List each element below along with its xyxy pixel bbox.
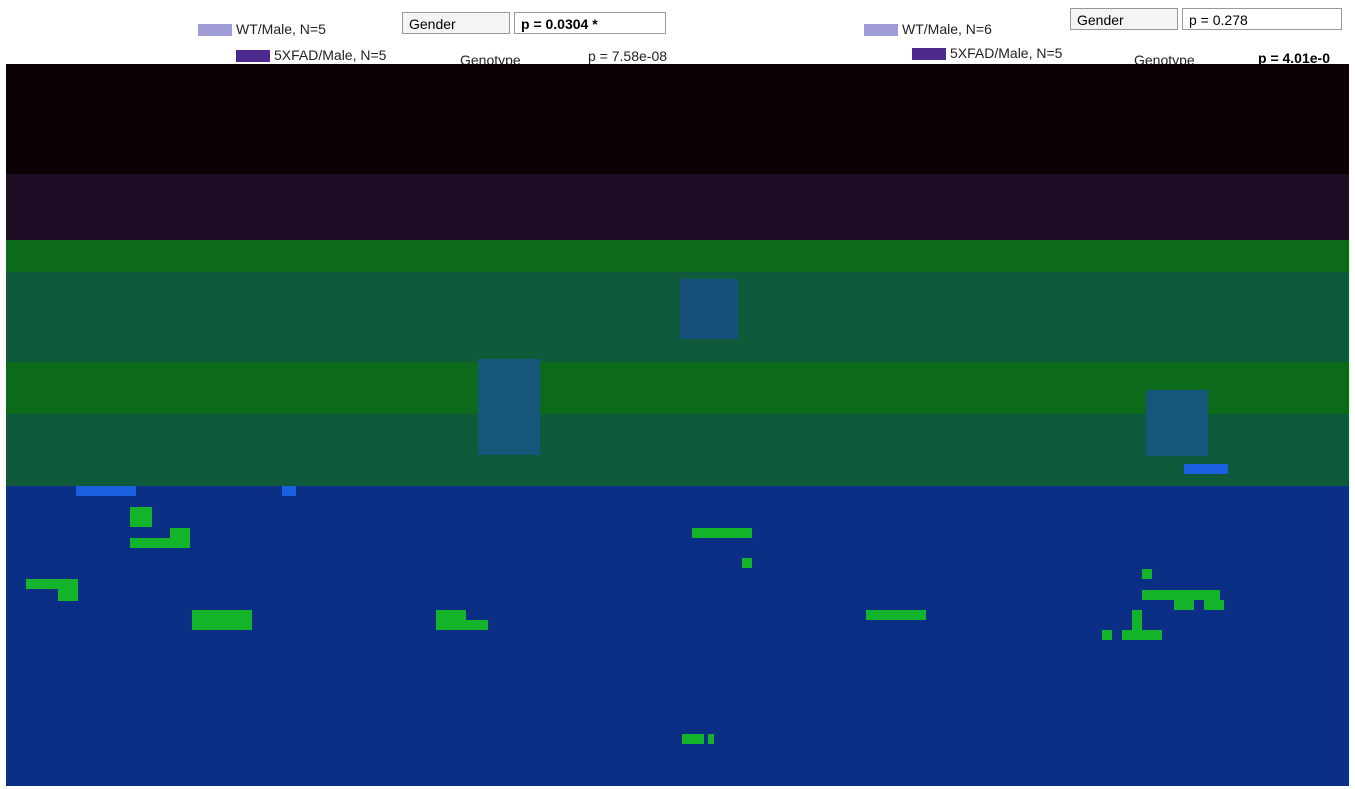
legend-label: 5XFAD/Male, N=5 bbox=[950, 45, 1063, 61]
heatmap-cell bbox=[130, 538, 190, 548]
p-value-gender: p = 0.278 bbox=[1182, 8, 1342, 30]
heatmap-cell bbox=[1184, 464, 1228, 474]
heatmap-cell bbox=[1174, 600, 1194, 610]
heatmap-band bbox=[6, 174, 1349, 240]
legend-swatch bbox=[236, 50, 270, 63]
p-value-genotype: p = 7.58e-08 bbox=[588, 48, 668, 64]
heatmap-cell bbox=[170, 528, 190, 548]
heatmap-cell bbox=[1146, 390, 1208, 456]
p-value-gender: p = 0.0304 * bbox=[514, 12, 666, 34]
heatmap-plot bbox=[6, 64, 1349, 786]
heatmap-cell bbox=[1122, 630, 1162, 640]
factor-label-gender: Gender bbox=[1070, 8, 1178, 30]
legend-label: 5XFAD/Male, N=5 bbox=[274, 47, 387, 63]
heatmap-cell bbox=[680, 279, 738, 339]
heatmap-cell bbox=[692, 528, 752, 538]
heatmap-cell bbox=[282, 486, 296, 496]
heatmap-cell bbox=[76, 486, 136, 496]
heatmap-cell bbox=[130, 507, 152, 527]
heatmap-band bbox=[6, 272, 1349, 362]
heatmap-cell bbox=[26, 579, 78, 589]
heatmap-cell bbox=[58, 589, 78, 601]
heatmap-cell bbox=[436, 620, 488, 630]
heatmap-band bbox=[6, 240, 1349, 272]
heatmap-cell bbox=[192, 610, 252, 630]
legend-item: 5XFAD/Male, N=5 bbox=[912, 44, 1062, 62]
legend-swatch bbox=[864, 24, 898, 37]
heatmap-cell bbox=[1204, 600, 1224, 610]
heatmap-cell bbox=[1142, 590, 1220, 600]
heatmap-cell bbox=[742, 558, 752, 568]
heatmap-cell bbox=[866, 610, 926, 620]
heatmap-band bbox=[6, 64, 1349, 174]
heatmap-band bbox=[6, 362, 1349, 414]
panel-right: WT/Male, N=6 5XFAD/Male, N=5 Gender p = … bbox=[680, 0, 1355, 789]
legend-swatch bbox=[912, 48, 946, 61]
heatmap-cell bbox=[1102, 630, 1112, 640]
heatmap-cell bbox=[478, 359, 540, 455]
legend-swatch bbox=[198, 24, 232, 37]
legend-item: WT/Male, N=6 bbox=[864, 20, 992, 38]
heatmap-cell bbox=[682, 734, 704, 744]
heatmap-cell bbox=[1132, 610, 1142, 630]
heatmap-band bbox=[6, 414, 1349, 486]
factor-label-gender: Gender bbox=[402, 12, 510, 34]
heatmap-cell bbox=[708, 734, 714, 744]
heatmap-cell bbox=[1142, 569, 1152, 579]
legend-label: WT/Male, N=6 bbox=[902, 21, 992, 37]
legend-item: 5XFAD/Male, N=5 bbox=[236, 46, 386, 64]
legend-item: WT/Male, N=5 bbox=[198, 20, 326, 38]
p-value-genotype: p = 4.01e-0 bbox=[1258, 48, 1350, 68]
legend-label: WT/Male, N=5 bbox=[236, 21, 326, 37]
